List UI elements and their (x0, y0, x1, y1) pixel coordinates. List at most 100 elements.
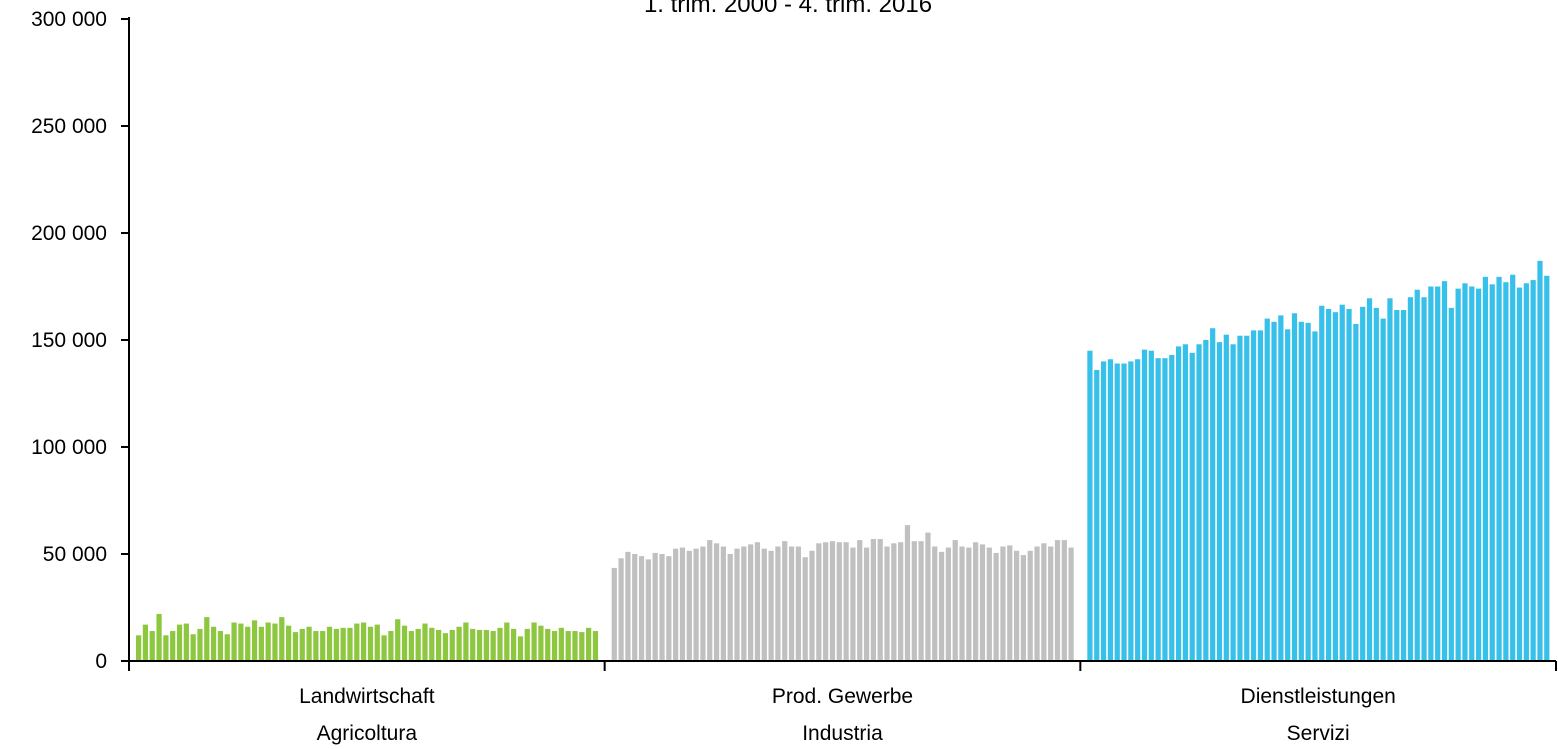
bar (761, 548, 767, 661)
bar (993, 552, 999, 661)
category-label-de: Landwirtschaft (299, 685, 435, 708)
bar (1094, 369, 1100, 661)
bar (381, 635, 387, 661)
bar (1285, 329, 1291, 661)
bar (938, 551, 945, 661)
bar (850, 547, 856, 661)
bar (618, 558, 624, 661)
bar (1469, 286, 1475, 661)
bar (768, 550, 774, 661)
bar (238, 623, 244, 661)
bar (197, 628, 203, 661)
bar (666, 556, 672, 661)
bar (973, 542, 979, 661)
bar (877, 539, 883, 661)
bar (429, 627, 435, 661)
bar (524, 628, 530, 661)
bar (456, 626, 462, 661)
bar (1339, 304, 1345, 661)
bar (217, 631, 224, 661)
bar (1360, 306, 1366, 661)
bar (395, 619, 401, 661)
bar (1353, 323, 1359, 661)
bar (333, 628, 339, 661)
bar (1041, 543, 1047, 661)
bar (504, 622, 510, 661)
bar (476, 629, 483, 661)
bar (292, 632, 299, 661)
bar (1237, 335, 1243, 661)
bar (904, 525, 911, 661)
bars (136, 260, 1550, 661)
bar (1114, 363, 1120, 661)
bar (775, 546, 781, 661)
bar (857, 540, 863, 661)
bar (1121, 363, 1127, 661)
bar (1230, 344, 1236, 661)
bar (1407, 297, 1414, 661)
bar (1523, 283, 1529, 661)
bar (611, 567, 617, 661)
bar (809, 550, 815, 661)
bar (545, 628, 551, 661)
bar (836, 542, 842, 661)
bar (925, 532, 931, 661)
bar (306, 626, 312, 661)
bar (1421, 297, 1427, 661)
bar (1048, 546, 1054, 661)
bar (572, 631, 578, 661)
bar (224, 634, 230, 661)
bar (279, 617, 285, 661)
y-tick-label: 200 000 (31, 222, 107, 245)
bar (693, 548, 699, 661)
bar (795, 546, 801, 661)
bar (1366, 298, 1373, 661)
bar (347, 627, 353, 661)
bar (1250, 330, 1257, 661)
bar (1380, 318, 1386, 661)
x-axis: Landwirtschaft Agricoltura Prod. Gewerbe In… (128, 660, 1557, 745)
bar (1516, 287, 1523, 661)
bar (231, 622, 237, 661)
bar (422, 623, 428, 661)
bar (1020, 555, 1026, 661)
bar (1278, 315, 1284, 661)
bar (1155, 358, 1161, 661)
bar (741, 546, 747, 661)
bar (592, 631, 599, 661)
bar (1305, 322, 1311, 661)
bar (1530, 280, 1536, 661)
bar (463, 622, 469, 661)
bar (1414, 289, 1420, 661)
bar (361, 622, 367, 661)
bar (1034, 546, 1040, 661)
bar (673, 548, 679, 661)
bar (1394, 310, 1400, 661)
bar (1271, 321, 1277, 661)
bar (1462, 283, 1468, 661)
bar (449, 629, 455, 661)
bar (1107, 359, 1114, 661)
bar (891, 543, 897, 661)
bar (1244, 335, 1250, 661)
bar (632, 554, 638, 661)
bar (1000, 546, 1006, 661)
category-label-it: Industria (802, 722, 883, 745)
bar (1148, 350, 1154, 661)
bar (1135, 359, 1141, 661)
bar (204, 617, 210, 661)
bar (659, 554, 665, 661)
bar (843, 542, 849, 661)
bar (1061, 540, 1067, 661)
category-label-it: Servizi (1287, 722, 1350, 745)
bar (979, 544, 986, 661)
bar (176, 624, 183, 661)
bar (211, 626, 217, 661)
category-label-de: Prod. Gewerbe (772, 685, 913, 708)
bar (816, 543, 822, 661)
bar (388, 631, 394, 661)
bar (1068, 547, 1074, 661)
bar (1189, 352, 1195, 661)
bar (748, 544, 754, 661)
